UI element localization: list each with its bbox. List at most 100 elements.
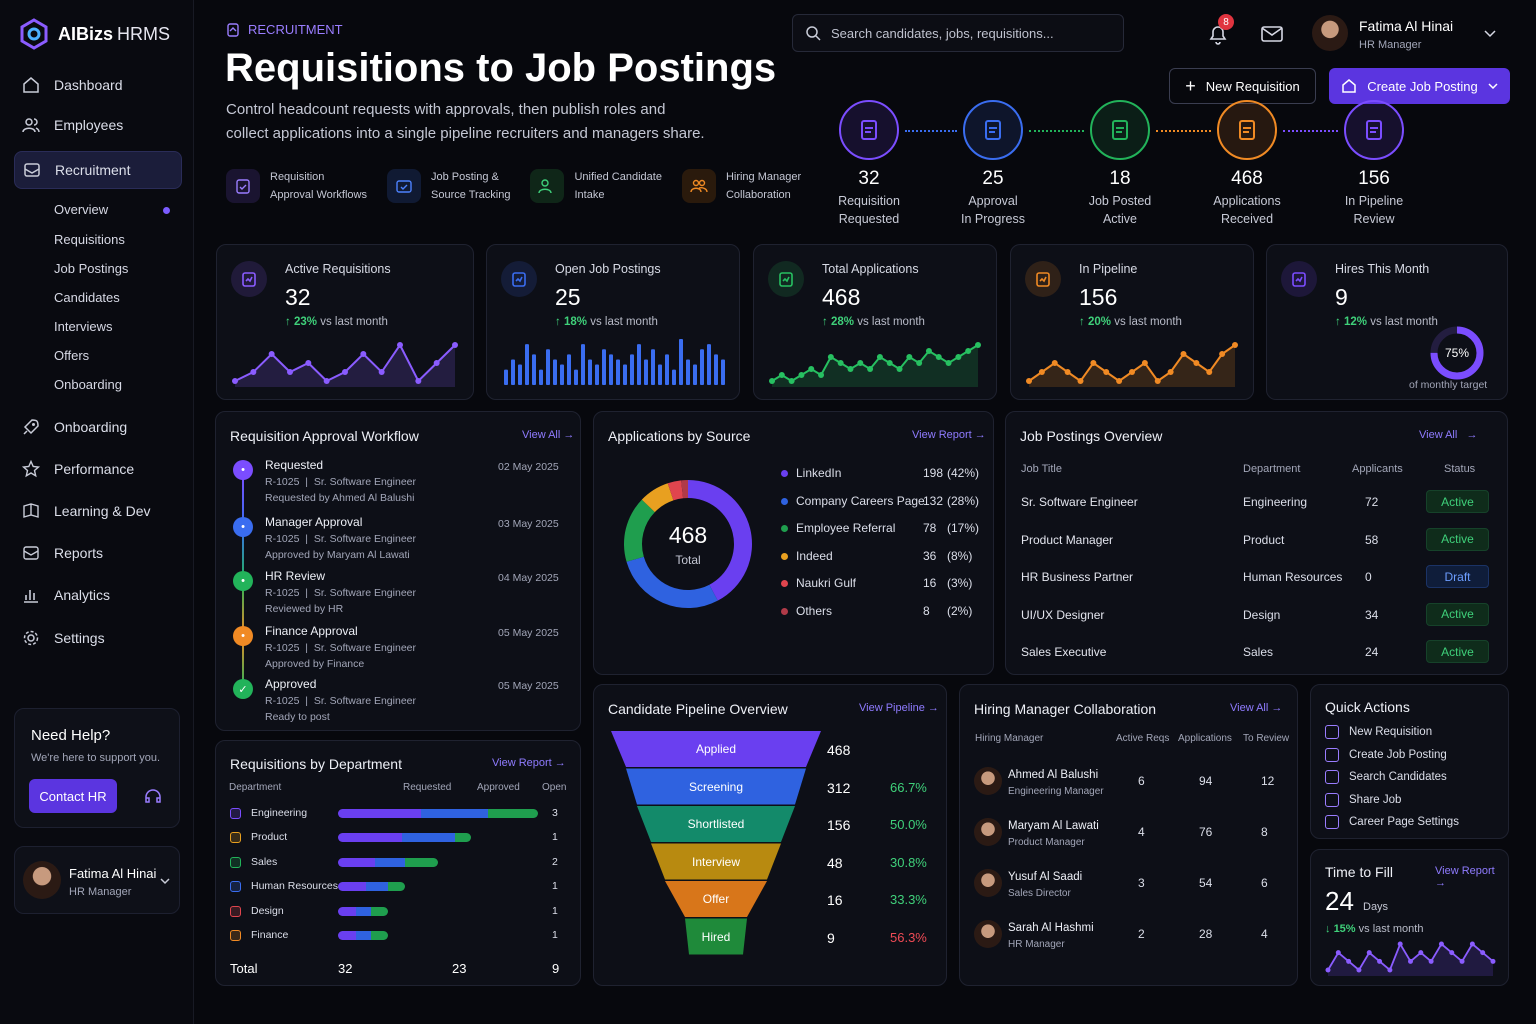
manager-name[interactable]: Maryam Al Lawati	[1008, 820, 1099, 832]
nav-employees[interactable]: Employees	[14, 107, 182, 143]
manager-apps: 54	[1199, 876, 1213, 890]
approval-workflow-card: Requisition Approval Workflow View All →…	[215, 411, 581, 731]
kpi-sparkline	[232, 342, 458, 387]
manager-reqs: 6	[1138, 774, 1145, 788]
subnav-interviews[interactable]: Interviews	[54, 319, 113, 334]
posting-title[interactable]: UI/UX Designer	[1021, 607, 1105, 622]
logo-icon	[20, 18, 48, 50]
ttf-view-report[interactable]: View Report →	[1435, 865, 1495, 889]
funnel-pct: 30.8%	[890, 854, 927, 870]
search-bar[interactable]	[792, 14, 1124, 52]
header-avatar[interactable]	[1312, 15, 1348, 51]
bar-open	[388, 882, 405, 892]
home-icon	[23, 77, 39, 93]
dept-icon	[230, 832, 241, 844]
spark-bar	[546, 349, 550, 385]
posting-title[interactable]: Sr. Software Engineer	[1021, 495, 1138, 509]
search-input[interactable]	[831, 25, 1111, 41]
mail-open-icon	[24, 163, 40, 177]
brand[interactable]: AIBizs HRMS	[18, 18, 170, 50]
link-label: View Report	[1435, 865, 1495, 877]
create-job-posting-button[interactable]: Create Job Posting	[1329, 68, 1510, 104]
dept-total-label: Total	[230, 961, 258, 976]
pipeline-view[interactable]: View Pipeline →	[859, 702, 939, 714]
manager-name[interactable]: Yusuf Al Saadi	[1008, 871, 1083, 883]
manager-name[interactable]: Ahmed Al Balushi	[1008, 769, 1099, 781]
dept-view-report[interactable]: View Report →	[492, 757, 566, 769]
source-view-report[interactable]: View Report →	[912, 429, 986, 441]
req-id: R-1025	[265, 587, 300, 599]
posting-title[interactable]: Product Manager	[1021, 532, 1114, 547]
quick-action-item[interactable]: Share Job	[1325, 792, 1401, 807]
subnav-job-postings[interactable]: Job Postings	[54, 261, 129, 276]
nav-label: Reports	[54, 545, 104, 561]
nav-settings[interactable]: Settings	[14, 620, 182, 656]
kpi-card: Hires This Month 9 ↑ 12% vs last month 75% o…	[1266, 244, 1508, 400]
manager-role: Sales Director	[1008, 888, 1071, 899]
kpi-icon	[1281, 261, 1317, 297]
ring-progress	[1430, 326, 1484, 380]
kpi-delta: 23%	[293, 316, 317, 328]
quick-action-item[interactable]: Career Page Settings	[1325, 815, 1459, 829]
subnav-overview[interactable]: Overview	[54, 202, 109, 217]
donut-slice-4	[667, 480, 684, 501]
spark-point	[867, 366, 874, 372]
help-card: Need Help? We're here to support you. Co…	[14, 708, 180, 828]
headset-icon[interactable]	[143, 787, 163, 807]
user-role: HR Manager	[69, 886, 132, 898]
nav-learning[interactable]: Learning & Dev	[14, 493, 182, 529]
kpi-value: 9	[1335, 284, 1348, 310]
funnel-stage-0	[611, 731, 821, 767]
notification-button[interactable]: 8	[1206, 14, 1234, 51]
managers-view-all[interactable]: View All →	[1230, 702, 1283, 714]
dept-open: 1	[552, 831, 558, 844]
doc-plus-icon	[1325, 725, 1339, 739]
spark-bar	[721, 359, 725, 385]
nav-recruitment[interactable]: Recruitment	[14, 151, 182, 189]
legend-pct: (28%)	[947, 493, 980, 508]
posting-title[interactable]: HR Business Partner	[1021, 570, 1134, 584]
nav-reports[interactable]: Reports	[14, 535, 182, 571]
page-desc-1: Control headcount requests with approval…	[226, 101, 666, 118]
posting-title[interactable]: Sales Executive	[1021, 645, 1107, 659]
manager-avatar	[974, 818, 1002, 846]
users-icon	[1325, 770, 1339, 784]
step-connector	[905, 130, 957, 132]
pipeline-title: Candidate Pipeline Overview	[608, 701, 788, 717]
user-card[interactable]: Fatima Al Hinai HR Manager	[14, 846, 180, 914]
step-0: 32 Requisition Requested	[821, 100, 917, 228]
step-icon	[1344, 100, 1404, 160]
workflow-step-date: 02 May 2025	[498, 461, 559, 473]
new-requisition-button[interactable]: + New Requisition	[1169, 68, 1316, 104]
spark-point	[1141, 360, 1148, 366]
nav-label: Recruitment	[55, 162, 131, 178]
contact-hr-button[interactable]: Contact HR	[29, 779, 117, 813]
chevron-down-icon[interactable]	[1484, 30, 1496, 38]
workflow-step-date: 05 May 2025	[498, 680, 559, 692]
workflow-view-all[interactable]: View All →	[522, 429, 575, 441]
subnav-onboarding[interactable]: Onboarding	[54, 377, 122, 392]
nav-performance[interactable]: Performance	[14, 451, 182, 487]
step-1: 25 Approval In Progress	[945, 100, 1041, 228]
nav-analytics[interactable]: Analytics	[14, 577, 182, 613]
manager-apps: 94	[1199, 774, 1213, 788]
manager-name[interactable]: Sarah Al Hashmi	[1008, 922, 1094, 934]
step-label-1: Job Posted	[1088, 194, 1152, 208]
dept-bar	[338, 931, 388, 940]
legend-count: 36	[923, 548, 937, 563]
quick-action-item[interactable]: Search Candidates	[1325, 770, 1447, 784]
mail-icon[interactable]	[1261, 25, 1283, 43]
subnav-requisitions[interactable]: Requisitions	[54, 232, 125, 247]
postings-view-all[interactable]: View All →	[1419, 429, 1478, 441]
legend-pct: (8%)	[947, 548, 973, 563]
kpi-label: Open Job Postings	[555, 262, 661, 276]
subnav-offers[interactable]: Offers	[54, 348, 90, 363]
nav-onboarding[interactable]: Onboarding	[14, 409, 182, 445]
quick-action-item[interactable]: New Requisition	[1325, 725, 1432, 739]
nav-dashboard[interactable]: Dashboard	[14, 67, 182, 103]
donut-slice-0	[688, 480, 752, 601]
quick-action-item[interactable]: Create Job Posting	[1325, 747, 1447, 762]
subnav-candidates[interactable]: Candidates	[54, 290, 120, 305]
share-icon	[1325, 792, 1339, 807]
manager-apps: 28	[1199, 927, 1213, 941]
